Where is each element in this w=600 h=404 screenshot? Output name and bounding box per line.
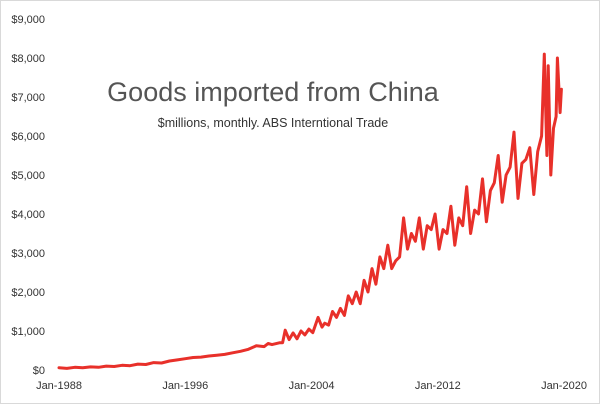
series-line (57, 52, 563, 370)
series-layer (57, 52, 563, 370)
x-tick-label: Jan-1988 (36, 380, 82, 392)
x-axis-ticks: Jan-1988 Jan-1996 Jan-2004 Jan-2012 Jan-2020 (36, 380, 587, 392)
y-tick-label: $6,000 (11, 131, 45, 143)
y-tick-label: $7,000 (11, 92, 45, 104)
y-tick-label: $5,000 (11, 170, 45, 182)
x-tick-label: Jan-2004 (289, 380, 335, 392)
y-tick-label: $2,000 (11, 287, 45, 299)
chart-title: Goods imported from China (107, 77, 440, 107)
y-axis-ticks: $0 $1,000 $2,000 $3,000 $4,000 $5,000 $6,000 $7… (11, 14, 45, 377)
y-tick-label: $0 (33, 365, 45, 377)
y-tick-label: $4,000 (11, 209, 45, 221)
y-tick-label: $3,000 (11, 248, 45, 260)
chart-subtitle: $millions, monthly. ABS Interntional Tra… (158, 116, 388, 130)
x-tick-label: Jan-2020 (541, 380, 587, 392)
y-tick-label: $8,000 (11, 53, 45, 65)
y-tick-label: $1,000 (11, 326, 45, 338)
x-tick-label: Jan-2012 (415, 380, 461, 392)
y-tick-label: $9,000 (11, 14, 45, 26)
x-tick-label: Jan-1996 (162, 380, 208, 392)
